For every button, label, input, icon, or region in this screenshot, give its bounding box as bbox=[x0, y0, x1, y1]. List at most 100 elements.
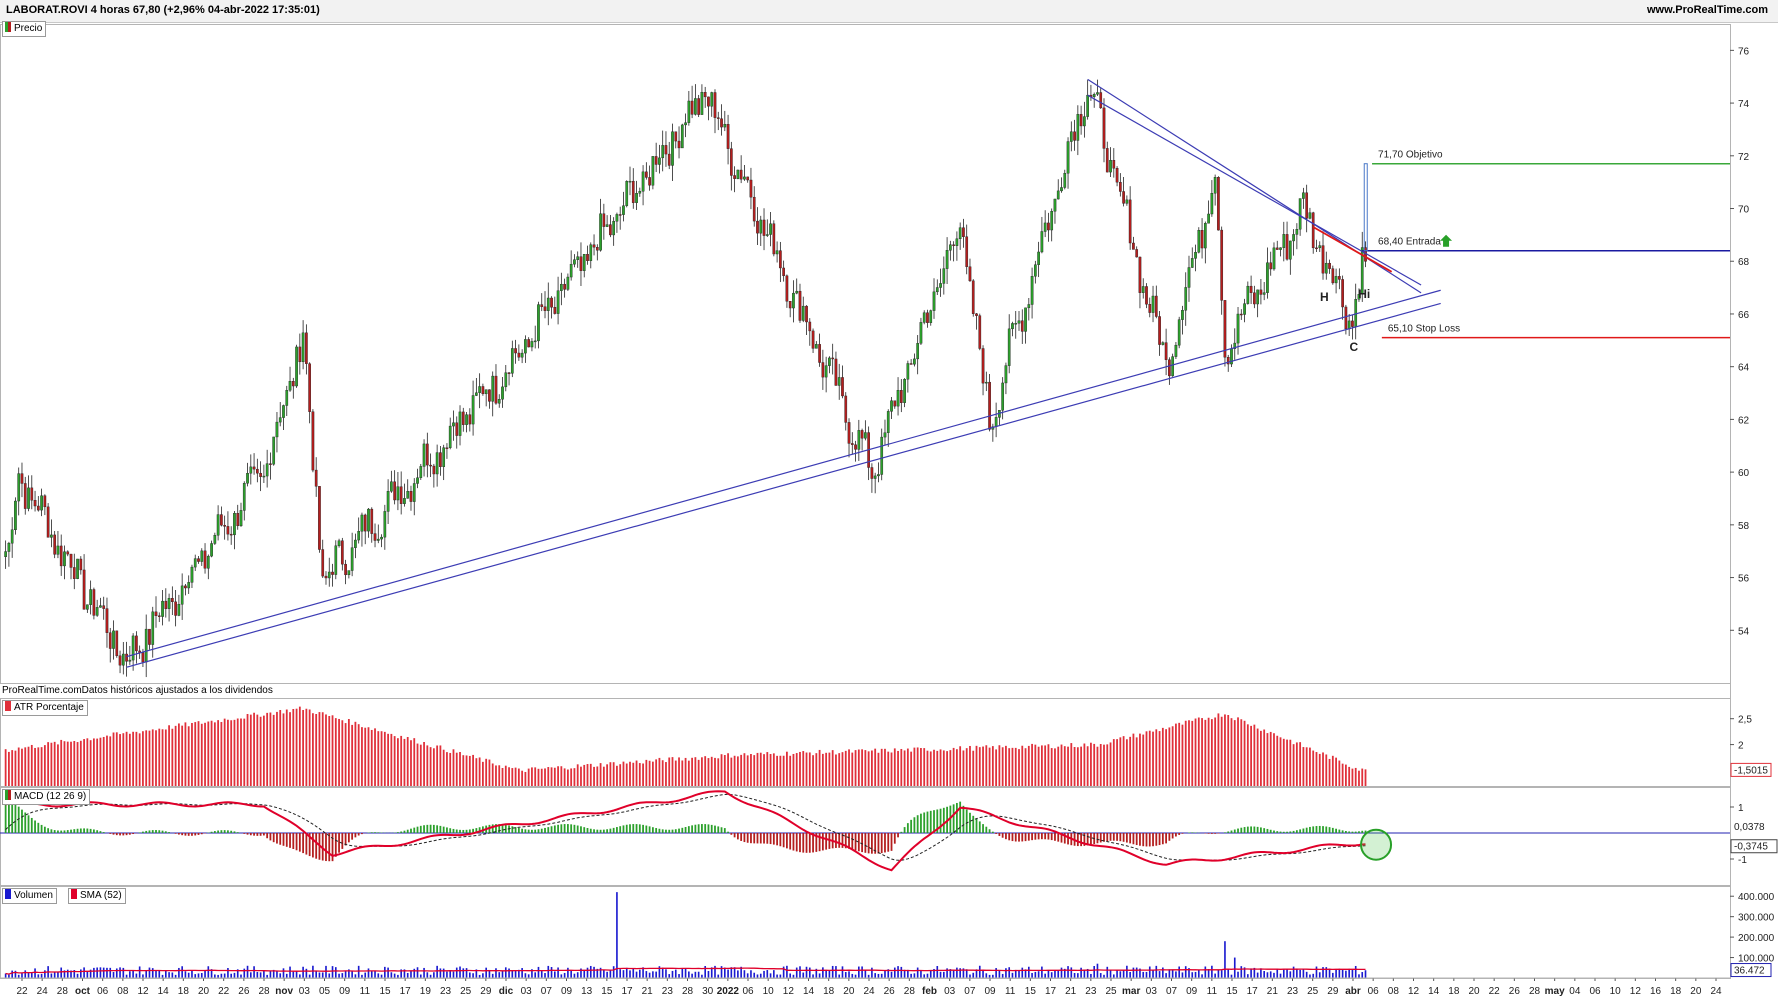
candle-body bbox=[1318, 245, 1322, 249]
x-tick-label: 25 bbox=[1105, 986, 1117, 997]
candle-body bbox=[72, 567, 76, 579]
x-tick-label: 30 bbox=[702, 986, 714, 997]
candle-body bbox=[847, 422, 851, 444]
candle-body bbox=[729, 148, 733, 176]
candle-body bbox=[141, 652, 145, 663]
candle-body bbox=[376, 538, 380, 541]
candle-body bbox=[654, 156, 658, 165]
candle-body bbox=[458, 411, 462, 436]
candle-body bbox=[1112, 160, 1116, 169]
x-tick-label: 16 bbox=[1650, 986, 1662, 997]
candle-body bbox=[680, 124, 684, 149]
candle-body bbox=[475, 392, 478, 396]
candle-body bbox=[622, 205, 625, 215]
candle-body bbox=[1096, 92, 1099, 95]
candle-body bbox=[177, 604, 181, 616]
candle-body bbox=[63, 551, 66, 567]
candle-body bbox=[112, 630, 115, 649]
x-tick-label: dic bbox=[499, 986, 514, 997]
x-tick-label: 06 bbox=[1589, 986, 1601, 997]
candle-body bbox=[481, 386, 485, 395]
volume-y-tick-label: 100.000 bbox=[1738, 954, 1775, 965]
x-tick-label: 13 bbox=[581, 986, 593, 997]
candle-body bbox=[259, 472, 262, 477]
atr-swatch-icon bbox=[5, 701, 11, 711]
candle-body bbox=[1190, 258, 1194, 268]
candle-body bbox=[533, 340, 537, 343]
candle-body bbox=[854, 444, 857, 450]
candle-body bbox=[1262, 292, 1266, 295]
candle-body bbox=[220, 514, 223, 526]
candle-body bbox=[135, 635, 138, 652]
candle-body bbox=[33, 500, 37, 507]
candle-body bbox=[327, 571, 331, 579]
x-tick-label: 25 bbox=[460, 986, 472, 997]
candle-body bbox=[311, 411, 315, 471]
candle-body bbox=[53, 534, 57, 555]
sma-legend[interactable]: SMA (52) bbox=[68, 888, 126, 904]
candle-body bbox=[677, 140, 681, 149]
macd-legend-label: MACD (12 26 9) bbox=[14, 791, 87, 802]
volume-legend[interactable]: Volumen bbox=[2, 888, 57, 904]
candle-body bbox=[108, 632, 112, 649]
candle-body bbox=[906, 363, 910, 380]
candle-body bbox=[242, 483, 246, 511]
candle-body bbox=[246, 473, 249, 484]
price-legend-label: Precio bbox=[14, 23, 43, 34]
atr-legend[interactable]: ATR Porcentaje bbox=[2, 700, 88, 716]
candle-body bbox=[148, 628, 151, 645]
x-tick-label: 07 bbox=[541, 986, 553, 997]
candle-body bbox=[269, 463, 272, 465]
candle-body bbox=[157, 615, 161, 617]
candle-body bbox=[1027, 304, 1031, 309]
candle-body bbox=[1079, 114, 1083, 127]
candle-body bbox=[520, 352, 524, 358]
macd-legend[interactable]: MACD (12 26 9) bbox=[2, 789, 91, 805]
site-url[interactable]: www.ProRealTime.com bbox=[1646, 4, 1768, 16]
x-tick-label: 03 bbox=[299, 986, 311, 997]
candle-body bbox=[530, 341, 534, 348]
x-tick-label: 17 bbox=[1247, 986, 1259, 997]
candle-body bbox=[82, 569, 86, 610]
x-tick-label: 15 bbox=[1025, 986, 1037, 997]
atr-last-value-box bbox=[1730, 762, 1772, 777]
candle-body bbox=[452, 422, 455, 427]
candle-body bbox=[314, 469, 318, 487]
candle-body bbox=[1083, 116, 1086, 127]
candle-body bbox=[1253, 292, 1256, 305]
x-tick-label: 19 bbox=[420, 986, 432, 997]
candle-body bbox=[1246, 285, 1250, 304]
candle-body bbox=[255, 468, 259, 474]
candle-body bbox=[226, 526, 230, 535]
candle-body bbox=[504, 372, 508, 388]
price-legend[interactable]: Precio bbox=[2, 21, 47, 37]
candle-body bbox=[1050, 211, 1054, 231]
macd-crossover-highlight-circle bbox=[1360, 828, 1393, 861]
candle-body bbox=[1125, 199, 1129, 204]
price-y-tick-label: 64 bbox=[1738, 363, 1750, 374]
candle-body bbox=[43, 495, 47, 508]
x-tick-label: 22 bbox=[16, 986, 28, 997]
candle-body bbox=[661, 145, 665, 159]
volume-legend-label: Volumen bbox=[14, 890, 53, 901]
candle-body bbox=[206, 555, 210, 569]
candle-body bbox=[370, 508, 374, 534]
candle-body bbox=[739, 169, 743, 180]
candle-body bbox=[262, 475, 266, 478]
candle-body bbox=[403, 498, 406, 504]
candle-body bbox=[1060, 187, 1063, 192]
candle-body bbox=[363, 514, 367, 532]
candle-body bbox=[216, 514, 220, 536]
sma-legend-label: SMA (52) bbox=[80, 890, 122, 901]
candle-body bbox=[1001, 382, 1005, 411]
candle-body bbox=[808, 321, 812, 332]
candle-body bbox=[949, 244, 952, 251]
candle-body bbox=[1024, 307, 1027, 332]
candle-body bbox=[1315, 247, 1318, 250]
candle-body bbox=[1243, 303, 1246, 315]
candle-body bbox=[690, 100, 694, 115]
candle-body bbox=[412, 483, 416, 502]
candle-body bbox=[1338, 276, 1341, 280]
candle-body bbox=[612, 221, 616, 236]
